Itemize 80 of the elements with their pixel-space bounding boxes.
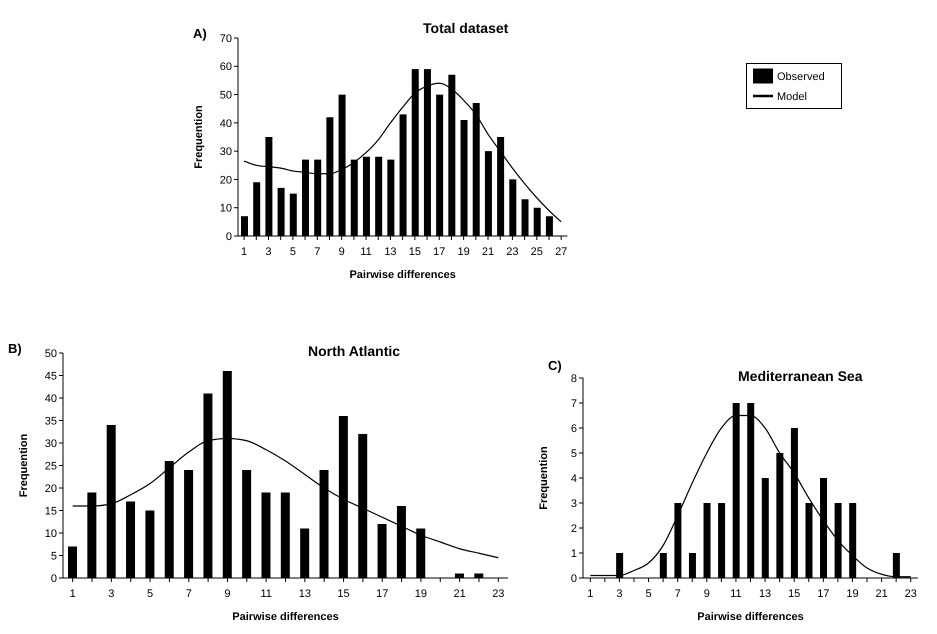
y-tick-label: 25 xyxy=(44,460,57,472)
x-tick-label: 11 xyxy=(360,246,372,258)
text: A) xyxy=(193,26,207,41)
y-tick-label: 0 xyxy=(570,572,577,585)
x-tick-label: 19 xyxy=(414,588,428,600)
chart-title: Total dataset xyxy=(423,20,508,36)
y-tick-label: 5 xyxy=(50,550,57,562)
x-tick-label: 3 xyxy=(616,588,622,600)
x-tick-label: 13 xyxy=(758,588,772,600)
y-tick-label: 35 xyxy=(44,415,57,428)
text: B) xyxy=(8,341,22,356)
x-tick-label: 21 xyxy=(454,588,466,600)
x-tick-label: 15 xyxy=(788,588,800,600)
x-tick-label: 5 xyxy=(290,246,296,258)
x-tick-label: 7 xyxy=(186,588,192,600)
x-tick-label: 13 xyxy=(384,246,397,258)
y-tick-label: 5 xyxy=(570,448,577,460)
x-tick-label: 11 xyxy=(260,588,272,600)
y-tick-label: 20 xyxy=(44,482,57,495)
y-tick-label: 60 xyxy=(220,61,232,74)
x-tick-label: 23 xyxy=(904,588,917,600)
y-tick-label: 45 xyxy=(44,370,57,382)
y-tick-label: 3 xyxy=(570,498,577,510)
x-axis-title: Pairwise differences xyxy=(349,269,456,281)
x-tick-label: 9 xyxy=(224,588,231,600)
y-tick-label: 30 xyxy=(44,438,57,450)
y-axis-title: Frequention xyxy=(538,446,550,510)
y-tick-label: 40 xyxy=(220,118,232,130)
y-tick-label: 2 xyxy=(570,522,577,535)
chart-title: Mediterranean Sea xyxy=(738,368,862,384)
y-axis-title: Frequention xyxy=(192,104,205,169)
x-tick-label: 3 xyxy=(265,246,272,258)
y-tick-label: 0 xyxy=(50,572,57,585)
y-axis-title: Frequention xyxy=(18,433,30,498)
x-tick-label: 1 xyxy=(587,588,594,600)
x-tick-label: 1 xyxy=(241,246,248,258)
y-tick-label: 0 xyxy=(226,230,232,243)
x-tick-label: 21 xyxy=(482,246,494,258)
x-tick-label: 15 xyxy=(337,588,350,600)
y-tick-label: 70 xyxy=(220,32,232,45)
x-tick-label: 5 xyxy=(147,588,154,600)
y-tick-label: 20 xyxy=(220,174,232,186)
chart-title: North Atlantic xyxy=(308,343,400,359)
y-tick-label: 15 xyxy=(44,505,57,518)
y-tick-label: 6 xyxy=(570,422,577,435)
x-tick-label: 13 xyxy=(298,588,311,600)
x-tick-label: 9 xyxy=(704,588,710,600)
x-tick-label: 3 xyxy=(108,588,114,600)
y-tick-label: 7 xyxy=(570,398,577,410)
y-tick-label: 30 xyxy=(220,146,232,158)
x-tick-label: 1 xyxy=(70,588,76,600)
legend-label: Model xyxy=(777,91,807,104)
y-tick-label: 10 xyxy=(44,528,57,540)
x-tick-label: 23 xyxy=(506,246,519,258)
y-tick-label: 4 xyxy=(570,472,577,485)
x-tick-label: 21 xyxy=(875,588,888,600)
x-tick-label: 25 xyxy=(530,246,543,258)
x-axis-title: Pairwise differences xyxy=(697,611,804,623)
x-tick-label: 11 xyxy=(730,588,742,600)
x-tick-label: 19 xyxy=(458,246,470,258)
x-tick-label: 19 xyxy=(846,588,859,600)
y-tick-label: 50 xyxy=(220,89,232,102)
text: C) xyxy=(548,358,562,373)
x-tick-label: 23 xyxy=(492,588,504,600)
x-tick-label: 5 xyxy=(645,588,652,600)
x-tick-label: 7 xyxy=(314,246,320,258)
x-tick-label: 9 xyxy=(338,246,345,258)
x-tick-label: 17 xyxy=(433,246,446,258)
x-tick-label: 7 xyxy=(674,588,681,600)
x-axis-title: Pairwise differences xyxy=(232,611,339,623)
legend-label: Observed xyxy=(777,71,825,84)
x-tick-label: 27 xyxy=(555,246,568,258)
y-tick-label: 50 xyxy=(44,348,57,360)
x-tick-label: 17 xyxy=(376,588,388,600)
y-tick-label: 40 xyxy=(44,392,57,405)
y-tick-label: 10 xyxy=(220,202,232,215)
y-tick-label: 8 xyxy=(570,372,577,385)
y-tick-label: 1 xyxy=(570,548,577,560)
x-tick-label: 17 xyxy=(817,588,830,600)
x-tick-label: 15 xyxy=(408,246,421,258)
